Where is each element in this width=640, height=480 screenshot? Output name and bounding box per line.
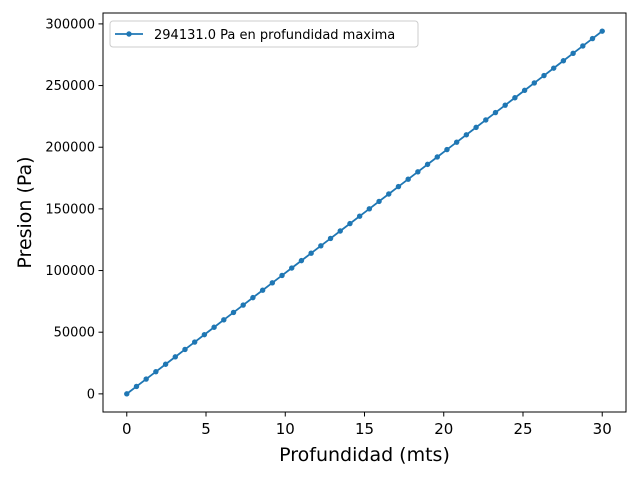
- y-axis-label: Presion (Pa): [14, 156, 36, 268]
- y-tick-label: 150000: [45, 202, 95, 217]
- data-point: [318, 243, 324, 249]
- y-tick-label: 0: [87, 387, 95, 402]
- y-axis-ticks: 0 50000 100000 150000 200000 250000 300000: [45, 17, 103, 402]
- data-point: [298, 257, 305, 264]
- data-point: [308, 250, 314, 256]
- data-point: [347, 220, 353, 227]
- data-point: [521, 87, 528, 94]
- x-axis-label: Profundidad (mts): [279, 444, 450, 466]
- data-point: [124, 391, 130, 397]
- data-point: [376, 198, 382, 205]
- data-point: [172, 354, 178, 360]
- x-tick-label: 20: [434, 420, 453, 438]
- data-point: [551, 65, 557, 71]
- legend-entry-label: 294131.0 Pa en profundidad maxima: [154, 28, 395, 43]
- data-point: [250, 294, 256, 301]
- y-tick-label: 300000: [45, 17, 95, 32]
- data-point: [279, 272, 285, 279]
- x-tick-label: 15: [355, 420, 374, 438]
- data-point: [259, 287, 266, 293]
- data-point: [560, 58, 567, 64]
- data-point: [230, 309, 237, 316]
- data-point: [512, 95, 518, 101]
- data-point: [463, 132, 470, 138]
- data-point: [502, 102, 508, 108]
- data-point: [240, 302, 246, 308]
- data-point: [133, 383, 140, 390]
- data-point: [386, 191, 392, 197]
- data-point: [395, 183, 402, 190]
- data-point: [327, 235, 334, 242]
- x-tick-label: 0: [122, 420, 132, 438]
- data-point: [201, 331, 208, 338]
- x-tick-label: 5: [201, 420, 211, 438]
- data-point: [191, 339, 198, 345]
- data-point: [211, 324, 217, 330]
- data-point: [182, 346, 188, 353]
- legend-box: [109, 20, 419, 48]
- legend-marker-swatch: [126, 31, 132, 37]
- data-point: [366, 206, 373, 212]
- series-line: [125, 30, 604, 395]
- data-point: [483, 117, 489, 123]
- data-point: [337, 228, 343, 234]
- plot-series: [124, 28, 605, 397]
- legend: 294131.0 Pa en profundidad maxima: [109, 20, 419, 48]
- data-point: [405, 176, 411, 182]
- data-point: [541, 72, 547, 79]
- data-point: [589, 35, 596, 42]
- y-tick-label: 250000: [45, 79, 95, 94]
- data-point: [599, 28, 605, 34]
- y-tick-label: 200000: [45, 141, 95, 156]
- data-point: [453, 139, 460, 145]
- data-point: [415, 169, 421, 175]
- data-point: [424, 161, 431, 168]
- x-tick-label: 30: [593, 420, 612, 438]
- data-point: [580, 43, 586, 49]
- data-point: [221, 317, 227, 323]
- data-point: [473, 124, 479, 131]
- data-point: [162, 361, 169, 367]
- data-point: [289, 265, 295, 271]
- x-axis-ticks: 0 5 10 15 20 25 30: [122, 412, 612, 438]
- data-point: [492, 109, 499, 116]
- data-point: [570, 50, 576, 57]
- y-tick-label: 100000: [45, 264, 95, 279]
- data-point: [153, 368, 159, 375]
- data-point: [531, 80, 538, 86]
- y-tick-label: 50000: [54, 326, 95, 341]
- data-point: [444, 146, 450, 153]
- data-point: [434, 154, 440, 160]
- data-point: [143, 376, 149, 382]
- data-point: [269, 280, 276, 286]
- x-tick-label: 25: [513, 420, 532, 438]
- data-point: [356, 213, 363, 219]
- x-tick-label: 10: [276, 420, 295, 438]
